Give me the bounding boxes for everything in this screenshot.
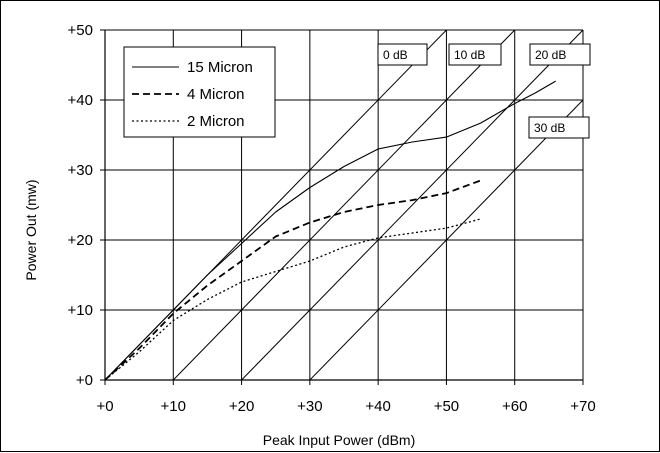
x-tick-label: +10	[161, 398, 186, 415]
series-line	[104, 179, 481, 381]
y-axis-title: Power Out (mw)	[23, 179, 39, 280]
x-tick-label: +40	[365, 398, 390, 415]
x-tick-label: +60	[502, 398, 527, 415]
series-line	[104, 218, 481, 381]
x-tick-label: +0	[96, 398, 113, 415]
x-tick-label: +30	[297, 398, 322, 415]
db-reference-line	[309, 99, 583, 380]
db-label: 0 dB	[383, 48, 408, 62]
x-tick-label: +70	[570, 398, 595, 415]
db-label-box	[528, 116, 590, 139]
db-label-box	[529, 43, 591, 66]
db-reference-line	[172, 30, 516, 380]
series-line	[104, 80, 556, 381]
x-axis-title: Peak Input Power (dBm)	[263, 432, 416, 448]
y-tick-label: +20	[68, 232, 93, 249]
x-tick-label: +20	[229, 398, 254, 415]
x-tick-label: +50	[434, 398, 459, 415]
legend-label: 15 Micron	[187, 59, 253, 76]
db-label: 10 dB	[454, 48, 485, 62]
db-label: 30 dB	[534, 121, 565, 135]
y-tick-label: +10	[68, 302, 93, 319]
legend-label: 4 Micron	[187, 86, 245, 103]
legend: 15 Micron 4 Micron 2 Micron	[123, 46, 276, 138]
axes: +0 +10 +20 +30 +40 +50 +60 +70 +0 +10 +20 +30 +40 +50	[68, 22, 596, 415]
y-tick-label: +30	[68, 162, 93, 179]
db-label-box	[448, 43, 502, 66]
db-labels: 0 dB 10 dB 20 dB 30 dB	[377, 43, 591, 139]
data-series	[104, 80, 556, 381]
legend-label: 2 Micron	[187, 113, 245, 130]
legend-box	[123, 46, 276, 138]
db-label: 20 dB	[535, 48, 566, 62]
y-tick-label: +40	[68, 92, 93, 109]
y-tick-label: +50	[68, 22, 93, 39]
db-reference-line	[241, 30, 583, 380]
y-tick-label: +0	[76, 372, 93, 389]
db-label-box	[377, 43, 428, 66]
